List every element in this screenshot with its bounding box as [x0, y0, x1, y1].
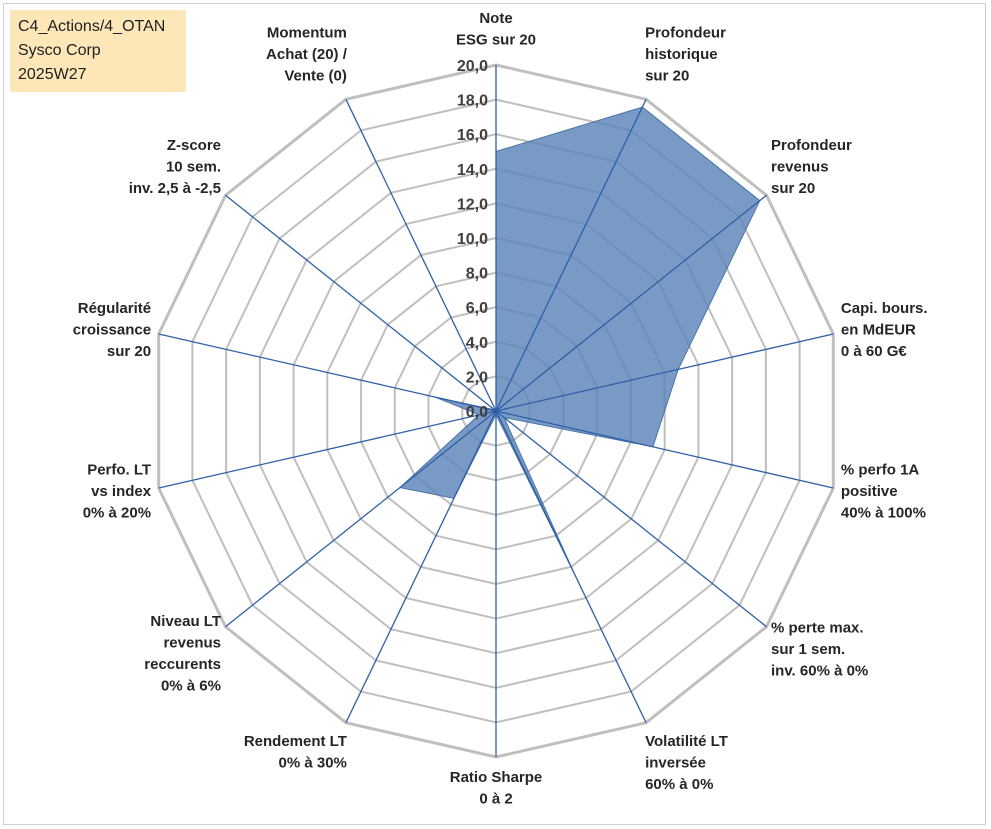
info-line-portfolio: C4_Actions/4_OTAN: [18, 18, 166, 35]
axis-label-line: 0 à 2: [479, 791, 512, 808]
axis-label-line: 0% à 6%: [161, 677, 221, 694]
axis-spoke: [495, 333, 834, 412]
tick-label: 2,0: [466, 369, 488, 386]
tick-label: 16,0: [457, 127, 488, 144]
axis-label-line: positive: [841, 483, 898, 500]
axis-labels: Note ESG sur 20 Profondeur historique sur 20…: [73, 10, 928, 808]
info-line-company: Sysco Corp: [18, 42, 101, 59]
axis-label-line: Vente (0): [284, 67, 347, 84]
axis-label-line: Z-score: [167, 137, 221, 154]
axis-spoke: [495, 410, 834, 489]
axis-label: Profondeur historique sur 20: [645, 24, 726, 84]
axis-label-line: 40% à 100%: [841, 504, 926, 521]
axis-label-line: sur 1 sem.: [771, 641, 845, 658]
axis-label-line: Profondeur: [645, 24, 726, 41]
axis-label-line: Achat (20) /: [266, 46, 348, 63]
axis-label-line: 60% à 0%: [645, 776, 713, 793]
axis-label-line: 0% à 20%: [83, 504, 151, 521]
axis-label-line: 0 à 60 G€: [841, 343, 908, 360]
series-layer: [398, 106, 761, 574]
axis-label-line: revenus: [771, 159, 829, 176]
axis-label-line: Rendement LT: [244, 733, 347, 750]
tick-labels: 0,0 2,0 4,0 6,0 8,0 10,0 12,0 14,0 16,0 18,0 20,0: [457, 58, 488, 421]
axis-label-line: croissance: [73, 322, 151, 339]
axis-label: Profondeur revenus sur 20: [771, 137, 852, 197]
series-area: [398, 106, 761, 574]
axis-label-line: Perfo. LT: [87, 461, 151, 478]
axis-label: Capi. bours. en MdEUR 0 à 60 G€: [841, 300, 928, 360]
axis-spoke: [345, 410, 497, 723]
axis-label-line: ESG sur 20: [456, 32, 536, 49]
axis-label: % perfo 1A positive 40% à 100%: [841, 461, 926, 521]
axis-label-line: vs index: [91, 483, 152, 500]
axis-spoke: [495, 410, 767, 628]
tick-label: 8,0: [466, 266, 488, 283]
axis-label-line: Régularité: [78, 300, 151, 317]
axis-label-line: 0% à 30%: [279, 755, 347, 772]
axis-label: Perfo. LT vs index 0% à 20%: [83, 461, 152, 521]
axis-label: Note ESG sur 20: [456, 10, 536, 49]
spoke-layer: [158, 65, 834, 757]
tick-label: 18,0: [457, 93, 488, 110]
axis-spoke: [158, 410, 497, 489]
axis-spoke: [225, 410, 497, 628]
axis-label-line: 10 sem.: [166, 159, 221, 176]
tick-label: 14,0: [457, 162, 488, 179]
axis-label-line: Profondeur: [771, 137, 852, 154]
axis-label: Ratio Sharpe 0 à 2: [450, 769, 543, 808]
axis-label-line: Note: [479, 10, 512, 27]
axis-label-line: Niveau LT: [150, 613, 221, 630]
axis-label-line: sur 20: [107, 343, 151, 360]
tick-label: 12,0: [457, 196, 488, 213]
axis-label-line: inversée: [645, 755, 706, 772]
tick-label: 10,0: [457, 231, 488, 248]
axis-label: Niveau LT revenus reccurents 0% à 6%: [144, 613, 221, 695]
axis-spoke: [495, 194, 767, 412]
axis-spoke: [495, 99, 647, 412]
axis-spoke: [495, 410, 647, 723]
axis-label: Régularité croissance sur 20: [73, 300, 151, 360]
axis-label-line: historique: [645, 46, 718, 63]
tick-label: 4,0: [466, 335, 488, 352]
axis-spoke: [225, 194, 497, 412]
axis-label-line: Capi. bours.: [841, 300, 928, 317]
axis-label: Volatilité LT inversée 60% à 0%: [645, 733, 728, 793]
axis-label-line: Momentum: [267, 24, 347, 41]
axis-label-line: en MdEUR: [841, 322, 916, 339]
tick-label: 0,0: [466, 404, 488, 421]
axis-label-line: reccurents: [144, 656, 221, 673]
axis-label: % perte max. sur 1 sem. inv. 60% à 0%: [771, 619, 868, 679]
axis-spoke: [345, 99, 497, 412]
info-line-period: 2025W27: [18, 66, 87, 83]
tick-label: 6,0: [466, 300, 488, 317]
axis-label-line: Ratio Sharpe: [450, 769, 543, 786]
axis-label-line: inv. 60% à 0%: [771, 662, 868, 679]
axis-label-line: sur 20: [645, 67, 689, 84]
tick-label: 20,0: [457, 58, 488, 75]
axis-label: Z-score 10 sem. inv. 2,5 à -2,5: [129, 137, 221, 197]
info-box: C4_Actions/4_OTAN Sysco Corp 2025W27: [10, 10, 186, 92]
axis-label-line: % perfo 1A: [841, 461, 920, 478]
axis-label-line: revenus: [163, 634, 221, 651]
axis-label: Momentum Achat (20) / Vente (0): [266, 24, 348, 84]
axis-label-line: % perte max.: [771, 619, 864, 636]
axis-label-line: Volatilité LT: [645, 733, 728, 750]
axis-label: Rendement LT 0% à 30%: [244, 733, 347, 772]
axis-label-line: sur 20: [771, 180, 815, 197]
axis-label-line: inv. 2,5 à -2,5: [129, 180, 221, 197]
axis-spoke: [158, 333, 497, 412]
